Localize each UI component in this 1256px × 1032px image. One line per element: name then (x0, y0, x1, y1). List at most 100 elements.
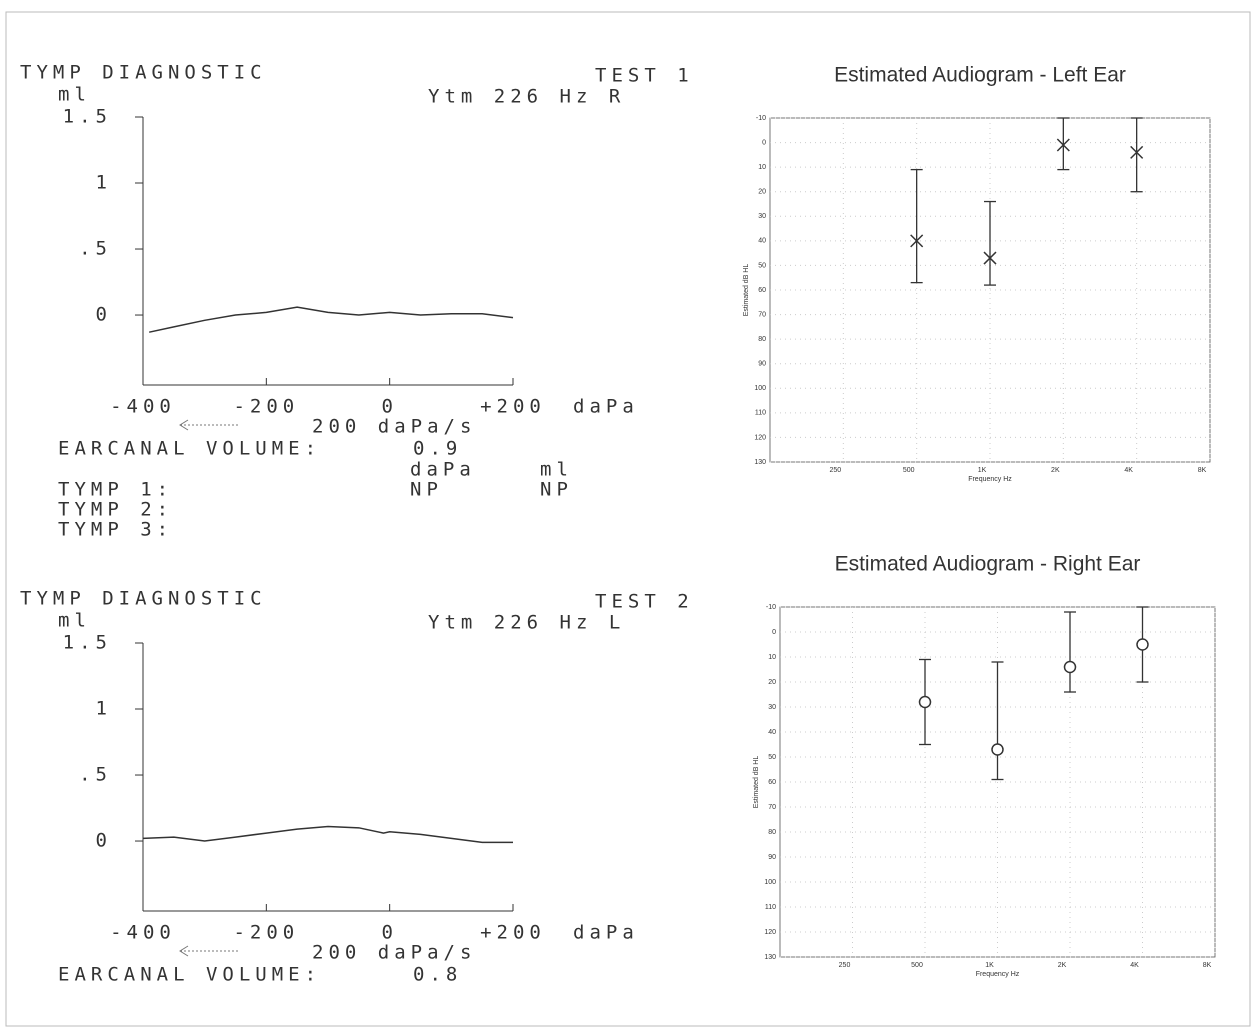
volume-value: 0.9 (413, 438, 462, 460)
x-axis-label: daPa (573, 396, 639, 418)
y-tick-label: 80 (758, 336, 766, 343)
y-tick-label: 1 (96, 172, 112, 194)
x-tick-label: -400 (110, 396, 176, 418)
y-tick-label: 100 (754, 385, 766, 392)
y-tick-label: 120 (754, 434, 766, 441)
y-tick-label: 90 (768, 854, 776, 861)
y-tick-label: 70 (768, 804, 776, 811)
y-tick-label: 20 (768, 679, 776, 686)
row-label: TYMP 1: (58, 479, 173, 501)
x-axis-label: Frequency Hz (976, 971, 1020, 978)
y-tick-label: 0 (96, 830, 112, 852)
y-axis-label: ml (58, 610, 91, 632)
y-tick-label: 50 (768, 754, 776, 761)
row-label: TYMP 3: (58, 519, 173, 541)
rate-label: 200 daPa/s (312, 942, 476, 964)
y-tick-label: -10 (756, 115, 766, 122)
y-axis-label: Estimated dB HL (743, 264, 750, 317)
y-tick-label: .5 (79, 764, 112, 786)
x-tick-label: 1K (985, 962, 994, 969)
y-tick-label: 20 (758, 189, 766, 196)
y-tick-label: 30 (758, 213, 766, 220)
y-tick-label: 80 (768, 829, 776, 836)
chart-title: TYMP DIAGNOSTIC (20, 588, 267, 610)
x-tick-label: 2K (1051, 467, 1060, 474)
y-tick-label: 40 (768, 729, 776, 736)
x-tick-label: 1K (978, 467, 987, 474)
chart-title: Estimated Audiogram - Right Ear (835, 553, 1141, 576)
x-tick-label: 2K (1058, 962, 1067, 969)
chart-title: TYMP DIAGNOSTIC (20, 62, 267, 84)
table-cell: NP (410, 479, 443, 501)
y-tick-label: 60 (758, 287, 766, 294)
x-tick-label: -200 (233, 922, 299, 944)
x-tick-label: 0 (381, 922, 397, 944)
probe-label: Ytm 226 Hz R (428, 86, 625, 108)
y-tick-label: 110 (755, 410, 766, 417)
x-axis-label: Frequency Hz (968, 476, 1012, 483)
tymp-curve (142, 825, 513, 844)
marker-x (983, 251, 997, 265)
frame (5, 11, 1251, 1027)
x-tick-label: -400 (110, 922, 176, 944)
rate-label: 200 daPa/s (312, 416, 476, 438)
row-label: TYMP 2: (58, 499, 173, 521)
y-tick-label: 110 (765, 904, 776, 911)
x-tick-label: 8K (1198, 467, 1207, 474)
x-tick-label: +200 (480, 396, 546, 418)
y-tick-label: 30 (768, 704, 776, 711)
x-tick-label: 250 (839, 962, 851, 969)
y-tick-label: 0 (96, 304, 112, 326)
y-tick-label: 60 (768, 779, 776, 786)
tymp-curve (149, 306, 514, 333)
y-tick-label: 1.5 (63, 632, 112, 654)
x-tick-label: 4K (1124, 467, 1133, 474)
x-tick-label: 500 (911, 962, 923, 969)
x-tick-label: 500 (903, 467, 915, 474)
volume-label: EARCANAL VOLUME: (58, 438, 321, 460)
y-tick-label: 130 (754, 459, 766, 466)
marker-x (1130, 145, 1144, 159)
x-tick-label: 250 (829, 467, 841, 474)
marker-o (991, 743, 1004, 756)
volume-value: 0.8 (413, 964, 462, 986)
y-tick-label: 90 (758, 361, 766, 368)
table-header: daPa (410, 459, 476, 481)
y-tick-label: -10 (766, 604, 776, 611)
marker-o (918, 695, 932, 709)
marker-o (1063, 660, 1077, 674)
test-label: TEST 2 (595, 591, 694, 613)
y-tick-label: 10 (768, 654, 776, 661)
y-axis-label: Estimated dB HL (753, 756, 760, 809)
volume-label: EARCANAL VOLUME: (58, 964, 321, 986)
x-tick-label: -200 (233, 396, 299, 418)
y-tick-label: .5 (79, 238, 112, 260)
marker-o (1136, 638, 1149, 651)
x-tick-label: 8K (1203, 962, 1212, 969)
y-tick-label: 120 (764, 929, 776, 936)
x-tick-label: 0 (381, 396, 397, 418)
y-tick-label: 40 (758, 238, 766, 245)
x-tick-label: +200 (480, 922, 546, 944)
x-axis-label: daPa (573, 922, 639, 944)
probe-label: Ytm 226 Hz L (428, 612, 625, 634)
test-label: TEST 1 (595, 65, 694, 87)
chart-title: Estimated Audiogram - Left Ear (834, 64, 1126, 87)
y-tick-label: 50 (758, 262, 766, 269)
arrow-head (179, 419, 189, 431)
table-cell: NP (540, 479, 573, 501)
y-tick-label: 0 (762, 139, 766, 146)
y-tick-label: 1.5 (63, 106, 112, 128)
x-tick-label: 4K (1130, 962, 1139, 969)
y-tick-label: 100 (764, 879, 776, 886)
y-tick-label: 0 (772, 629, 776, 636)
table-header: ml (540, 459, 573, 481)
y-tick-label: 10 (758, 164, 766, 171)
marker-x (1056, 138, 1070, 152)
y-tick-label: 1 (96, 698, 112, 720)
y-axis-label: ml (58, 84, 91, 106)
y-tick-label: 130 (764, 954, 776, 961)
arrow-head (179, 945, 189, 957)
marker-x (910, 234, 924, 248)
